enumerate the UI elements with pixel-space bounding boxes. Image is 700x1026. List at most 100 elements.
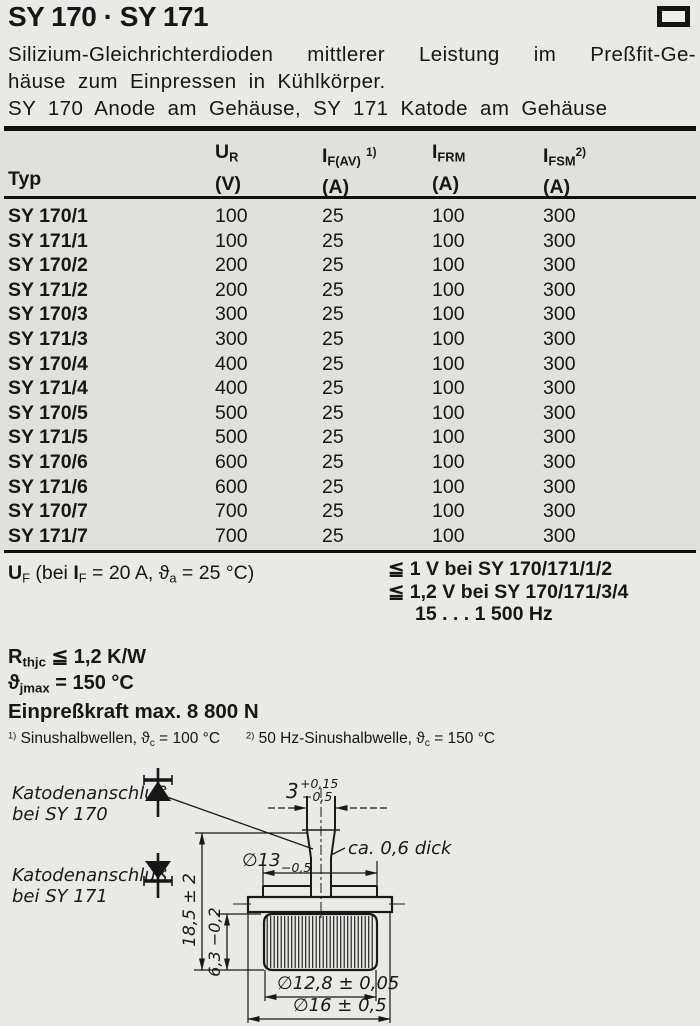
value-cell: 300 xyxy=(543,500,576,523)
cathode-label-sy171: Katodenanschluß xyxy=(12,865,167,886)
value-cell: 25 xyxy=(322,229,344,252)
type-cell: SY 171/3 xyxy=(8,327,88,350)
value-cell: 100 xyxy=(432,475,465,498)
value-cell: 400 xyxy=(215,352,248,375)
value-cell: 25 xyxy=(322,401,344,424)
svg-text:3: 3 xyxy=(286,779,299,803)
value-cell: 25 xyxy=(322,278,344,301)
value-cell: 100 xyxy=(432,500,465,523)
table-row: SY 170/2 200 25 100 300 xyxy=(0,253,700,278)
description: Silizium-Gleichrichterdioden mittlerer L… xyxy=(8,41,696,122)
table-row: SY 171/2 200 25 100 300 xyxy=(0,278,700,303)
value-cell: 25 xyxy=(322,500,344,523)
junction-temperature: ϑjmax = 150 °C xyxy=(8,672,134,696)
description-line: SY 170 Anode am Gehäuse, SY 171 Katode a… xyxy=(8,97,608,120)
table-row: SY 171/4 400 25 100 300 xyxy=(0,376,700,401)
value-cell: 300 xyxy=(543,450,576,473)
svg-text:6,3 −0,2: 6,3 −0,2 xyxy=(205,907,224,976)
value-cell: 25 xyxy=(322,303,344,326)
value-cell: 400 xyxy=(215,377,248,400)
value-cell: 300 xyxy=(543,229,576,252)
column-header-ifav: IF(AV) 1) (A) xyxy=(322,144,377,199)
value-cell: 300 xyxy=(543,205,576,227)
dim-knurl-diameter: ∅12,8 ± 0,05 xyxy=(264,970,399,1001)
value-cell: 300 xyxy=(543,352,576,375)
value-cell: 600 xyxy=(215,475,248,498)
table-row: SY 171/1 100 25 100 300 xyxy=(0,229,700,254)
diode-symbol-sy170 xyxy=(143,768,173,817)
value-cell: 300 xyxy=(543,327,576,350)
leader-line xyxy=(166,796,314,850)
value-cell: 100 xyxy=(432,426,465,449)
type-cell: SY 170/2 xyxy=(8,254,88,277)
type-cell: SY 170/4 xyxy=(8,352,88,375)
table-row: SY 170/5 500 25 100 300 xyxy=(0,401,700,426)
type-cell: SY 170/6 xyxy=(8,450,88,473)
value-cell: 300 xyxy=(543,401,576,424)
value-cell: 25 xyxy=(322,426,344,449)
value-cell: 25 xyxy=(322,205,344,227)
svg-text:∅16 ± 0,5: ∅16 ± 0,5 xyxy=(293,995,387,1016)
uf-frequency-range: 15 . . . 1 500 Hz xyxy=(415,603,553,625)
flange xyxy=(246,895,394,914)
column-header-typ: Typ xyxy=(8,168,42,190)
footnotes: 1) Sinushalbwellen, ϑc = 100 °C 2) 50 Hz… xyxy=(8,730,495,749)
corner-marker-icon xyxy=(657,6,690,27)
value-cell: 300 xyxy=(543,426,576,449)
uf-limit-line: ≦ 1,2 V bei SY 170/171/3/4 xyxy=(388,580,629,603)
cathode-label-sy170: Katodenanschluß xyxy=(12,783,167,804)
table-header: Typ UR (V) IF(AV) 1) (A) IFRM (A) IFSM2)… xyxy=(0,139,700,198)
description-line: häuse zum Einpressen in Kühlkörper. xyxy=(8,70,386,93)
knurl-hatch xyxy=(266,916,375,968)
value-cell: 100 xyxy=(432,327,465,350)
dim-tab-width: 3 +0,15 −0,5 xyxy=(268,776,387,811)
svg-text:+0,15: +0,15 xyxy=(300,776,338,791)
value-cell: 100 xyxy=(432,450,465,473)
footnote-1: 1) Sinushalbwellen, ϑc = 100 °C xyxy=(8,730,221,749)
tab-terminal-outline xyxy=(302,788,340,921)
value-cell: 25 xyxy=(322,254,344,277)
table-row: SY 170/3 300 25 100 300 xyxy=(0,302,700,327)
column-header-ifrm: IFRM (A) xyxy=(432,141,466,195)
value-cell: 100 xyxy=(432,401,465,424)
diode-symbol-sy171 xyxy=(143,853,173,898)
package-drawing: Katodenanschluß bei SY 170 Katodenanschl… xyxy=(12,768,453,1023)
press-in-force: Einpreßkraft max. 8 800 N xyxy=(8,700,259,723)
type-cell: SY 170/5 xyxy=(8,401,88,424)
dim-total-height: 18,5 ± 2 xyxy=(180,832,307,971)
column-header-ur: UR (V) xyxy=(215,141,241,195)
table-row: SY 170/7 700 25 100 300 xyxy=(0,499,700,524)
value-cell: 25 xyxy=(322,327,344,350)
type-cell: SY 170/7 xyxy=(8,500,88,523)
type-cell: SY 171/2 xyxy=(8,278,88,301)
value-cell: 200 xyxy=(215,278,248,301)
table-row: SY 171/5 500 25 100 300 xyxy=(0,425,700,450)
thickness-leader xyxy=(330,847,346,856)
value-cell: 100 xyxy=(432,377,465,400)
dim-cap-diameter: ∅13 −0,5 xyxy=(242,850,378,886)
value-cell: 500 xyxy=(215,401,248,424)
thickness-note: ca. 0,6 dick xyxy=(348,838,453,859)
value-cell: 100 xyxy=(432,205,465,227)
type-cell: SY 170/3 xyxy=(8,303,88,326)
value-cell: 300 xyxy=(543,475,576,498)
value-cell: 25 xyxy=(322,377,344,400)
divider xyxy=(4,126,696,131)
value-cell: 25 xyxy=(322,475,344,498)
uf-limit-line: ≦ 1 V bei SY 170/171/1/2 xyxy=(388,558,613,580)
value-cell: 700 xyxy=(215,500,248,523)
value-cell: 300 xyxy=(543,303,576,326)
value-cell: 500 xyxy=(215,426,248,449)
table-row: SY 170/4 400 25 100 300 xyxy=(0,352,700,377)
value-cell: 700 xyxy=(215,524,248,547)
thermal-resistance: Rthjc ≦ 1,2 K/W xyxy=(8,646,147,670)
table-row: SY 171/3 300 25 100 300 xyxy=(0,327,700,352)
svg-text:∅13: ∅13 xyxy=(242,850,281,871)
case-outline xyxy=(233,885,405,972)
value-cell: 200 xyxy=(215,254,248,277)
value-cell: 100 xyxy=(432,229,465,252)
value-cell: 100 xyxy=(215,205,248,227)
table-row: SY 171/6 600 25 100 300 xyxy=(0,475,700,500)
table-row: SY 170/6 600 25 100 300 xyxy=(0,450,700,475)
